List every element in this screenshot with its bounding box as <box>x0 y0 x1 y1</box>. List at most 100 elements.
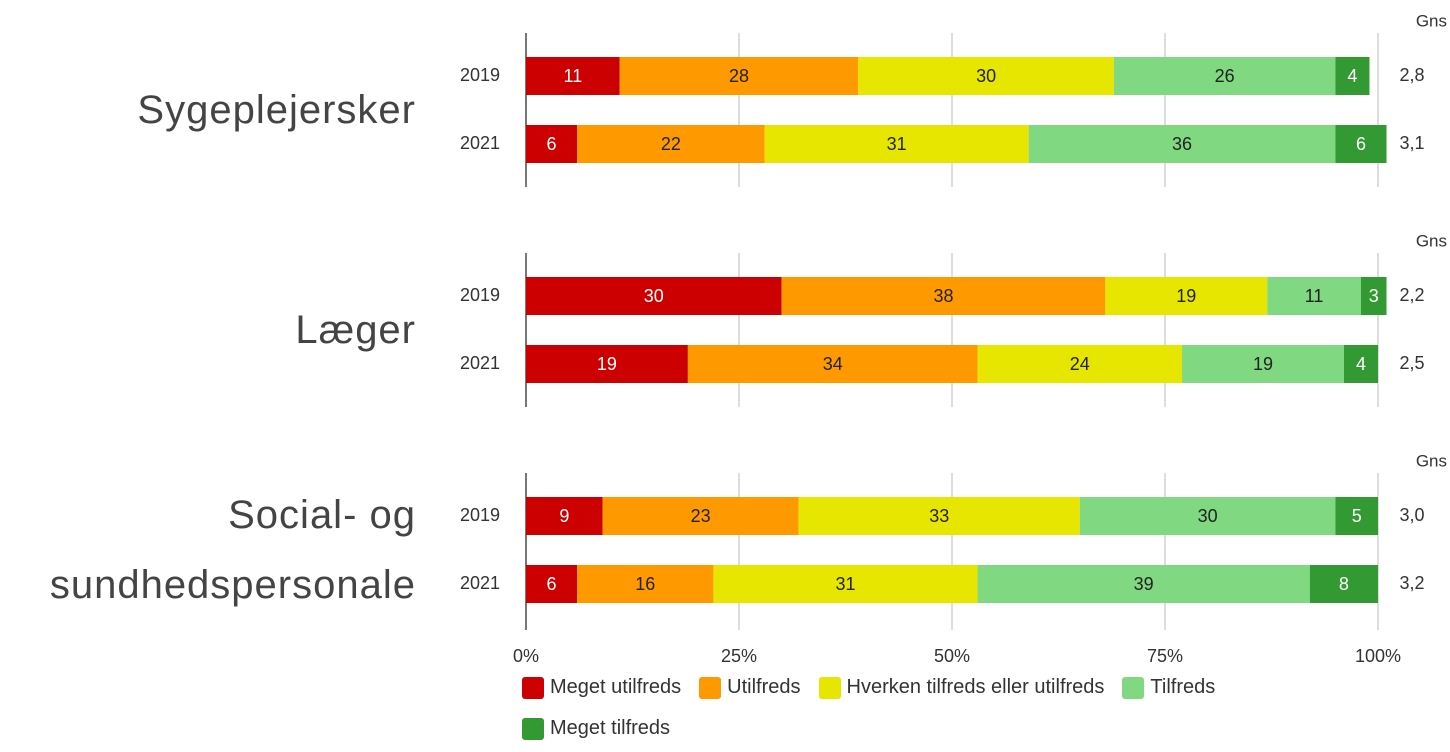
data-label: 23 <box>691 506 711 526</box>
data-label: 31 <box>887 134 907 154</box>
bar-segment <box>1105 277 1268 315</box>
legend-swatch <box>522 717 544 740</box>
data-label: 28 <box>729 66 749 86</box>
bar-segment <box>1343 345 1378 383</box>
legend-swatch <box>818 676 841 699</box>
legend-item: Hverken tilfreds eller utilfreds <box>818 676 1105 699</box>
bar-segment <box>1079 497 1336 535</box>
group-label: Social- og sundhedspersonale <box>49 493 416 607</box>
x-tick-label: 50% <box>934 646 970 666</box>
data-label: 30 <box>976 66 996 86</box>
y-tick-label: 2021 <box>460 353 500 373</box>
bar-segment <box>977 345 1183 383</box>
x-tick-label: 75% <box>1147 646 1183 666</box>
bar-segment <box>687 345 978 383</box>
x-tick-label: 0% <box>513 646 539 666</box>
average-label: 2,8 <box>1399 65 1424 85</box>
average-header: Gns <box>1416 11 1447 30</box>
data-label: 19 <box>597 354 617 374</box>
bar-segment <box>858 57 1114 95</box>
data-label: 19 <box>1176 286 1196 306</box>
y-tick-label: 2019 <box>460 65 500 85</box>
bar-segment <box>781 277 1106 315</box>
bar-segment <box>526 497 603 535</box>
y-tick-label: 2021 <box>460 133 500 153</box>
bar-segment <box>526 565 578 603</box>
average-label: 3,2 <box>1399 573 1424 593</box>
data-label: 31 <box>835 574 855 594</box>
data-label: 33 <box>929 506 949 526</box>
y-tick-label: 2019 <box>460 285 500 305</box>
legend-item: Tilfreds <box>1122 676 1215 699</box>
bar-segment <box>1335 57 1370 95</box>
x-tick-label: 100% <box>1355 646 1401 666</box>
data-label: 5 <box>1352 506 1362 526</box>
legend-swatch <box>1122 676 1145 699</box>
average-label: 3,1 <box>1399 133 1424 153</box>
average-header: Gns <box>1416 451 1447 470</box>
average-label: 3,0 <box>1399 505 1424 525</box>
bar-segment <box>1335 497 1378 535</box>
bar-segment <box>1335 125 1387 163</box>
data-label: 6 <box>1356 134 1366 154</box>
bar-segment <box>619 57 859 95</box>
legend-item: Utilfreds <box>699 676 801 699</box>
legend-swatch <box>699 676 722 699</box>
data-label: 6 <box>547 574 557 594</box>
data-label: 4 <box>1347 66 1357 86</box>
legend-label: Hverken tilfreds eller utilfreds <box>846 676 1105 698</box>
data-label: 9 <box>559 506 569 526</box>
data-label: 38 <box>933 286 953 306</box>
bar-segment <box>577 125 765 163</box>
bar-segment <box>1267 277 1361 315</box>
x-tick-label: 25% <box>721 646 757 666</box>
data-label: 24 <box>1070 354 1090 374</box>
data-label: 11 <box>564 66 583 86</box>
data-label: 30 <box>1198 506 1218 526</box>
bar-segment <box>526 277 782 315</box>
data-label: 26 <box>1215 66 1235 86</box>
bar-segment <box>526 125 578 163</box>
y-tick-label: 2019 <box>460 505 500 525</box>
bar-segment <box>764 125 1029 163</box>
average-label: 2,5 <box>1399 353 1424 373</box>
data-label: 16 <box>635 574 655 594</box>
bar-segment <box>602 497 799 535</box>
bar-segment <box>1309 565 1378 603</box>
bar-segment <box>1182 345 1344 383</box>
bar-segment <box>713 565 978 603</box>
group-label: Sygeplejersker <box>137 88 416 132</box>
data-label: 19 <box>1253 354 1273 374</box>
bar-segment <box>1113 57 1336 95</box>
bar-segment <box>577 565 714 603</box>
legend-label: Utilfreds <box>727 676 801 698</box>
data-label: 34 <box>823 354 843 374</box>
bar-segment <box>798 497 1080 535</box>
data-label: 3 <box>1369 286 1379 306</box>
bar-segment <box>977 565 1310 603</box>
legend-label: Meget utilfreds <box>550 676 682 698</box>
legend: Meget utilfreds Utilfreds Hverken tilfreds… <box>522 676 1362 740</box>
group-label: Læger <box>295 308 416 352</box>
data-label: 39 <box>1134 574 1154 594</box>
bar-segment <box>526 345 688 383</box>
data-label: 8 <box>1339 574 1349 594</box>
legend-swatch <box>522 676 544 699</box>
data-label: 11 <box>1305 286 1324 306</box>
data-label: 4 <box>1356 354 1366 374</box>
legend-label: Tilfreds <box>1150 676 1216 698</box>
legend-label: Meget tilfreds <box>550 717 671 739</box>
bar-segment <box>526 57 620 95</box>
average-header: Gns <box>1416 231 1447 250</box>
data-label: 30 <box>644 286 664 306</box>
data-label: 22 <box>661 134 681 154</box>
legend-item: Meget tilfreds <box>522 717 670 740</box>
legend-item: Meget utilfreds <box>522 676 681 699</box>
y-tick-label: 2021 <box>460 573 500 593</box>
data-label: 6 <box>547 134 557 154</box>
data-label: 36 <box>1172 134 1192 154</box>
bar-segment <box>1360 277 1387 315</box>
average-label: 2,2 <box>1399 285 1424 305</box>
